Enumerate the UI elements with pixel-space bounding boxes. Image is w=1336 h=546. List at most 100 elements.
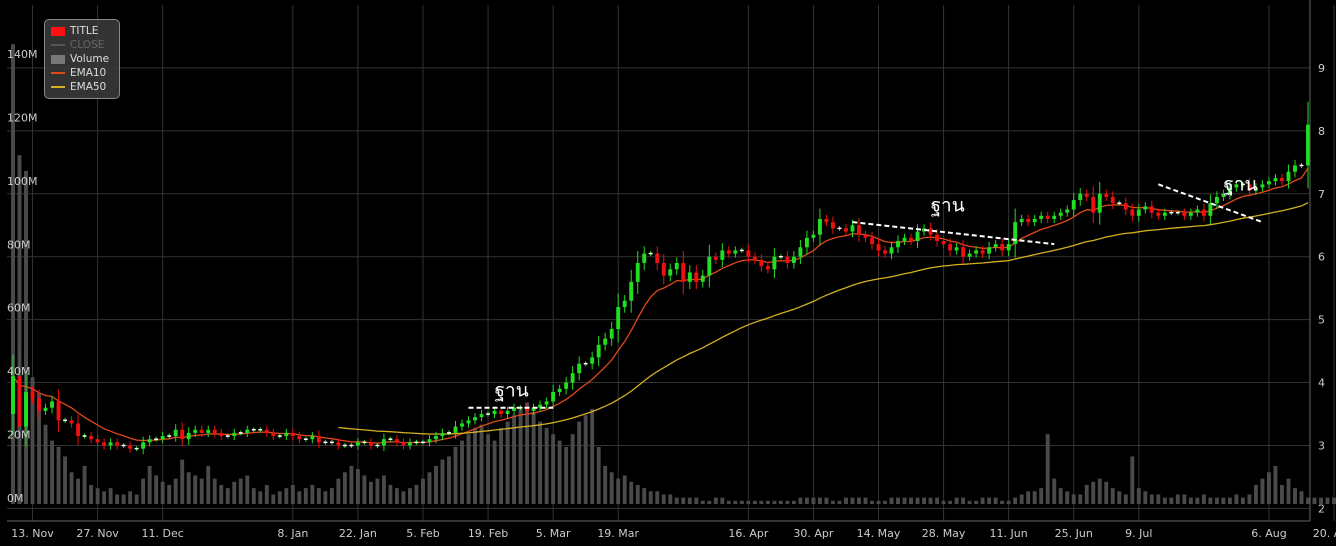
volume-bar xyxy=(616,478,621,504)
volume-bar xyxy=(147,465,152,504)
volume-bar xyxy=(655,491,660,504)
candle-body xyxy=(1260,184,1265,188)
candle-body xyxy=(642,253,647,263)
volume-bar xyxy=(759,500,764,504)
volume-bar xyxy=(141,478,146,504)
volume-bar xyxy=(590,408,595,504)
volume-bar xyxy=(817,497,822,504)
candle-body xyxy=(264,429,269,433)
candle-body xyxy=(1280,178,1284,182)
volume-bar xyxy=(772,500,777,504)
candle-body xyxy=(935,234,940,241)
candle-body xyxy=(1130,209,1135,216)
volume-bar xyxy=(1201,494,1206,504)
candle-body xyxy=(108,442,113,446)
candle-body xyxy=(811,234,816,238)
price-tick-label: 5 xyxy=(1318,314,1325,327)
candle-body xyxy=(1214,196,1219,204)
volume-bar xyxy=(232,481,237,504)
volume-bar xyxy=(199,478,204,504)
volume-bar xyxy=(883,500,887,504)
price-tick-label: 2 xyxy=(1318,502,1325,515)
volume-bar xyxy=(421,478,425,504)
volume-bar xyxy=(1013,497,1018,504)
volume-bar xyxy=(935,497,940,504)
volume-bar xyxy=(1234,494,1239,504)
candle-body xyxy=(1019,218,1024,223)
candle-body xyxy=(473,417,477,421)
candle-body xyxy=(1110,196,1115,204)
volume-tick-label: 20M xyxy=(7,429,31,442)
volume-bar xyxy=(414,484,419,504)
candle-body xyxy=(948,244,953,251)
candle-body xyxy=(772,256,777,270)
volume-bar xyxy=(1136,488,1141,504)
candle-body xyxy=(876,244,881,251)
date-tick-label: 5. Mar xyxy=(536,527,571,540)
volume-bar xyxy=(791,500,796,504)
legend-swatch xyxy=(51,44,65,46)
candle-body xyxy=(160,436,165,440)
volume-bar xyxy=(531,412,536,504)
candle-body xyxy=(791,256,796,263)
volume-bar xyxy=(668,494,673,504)
volume-bar xyxy=(297,491,302,504)
candle-body xyxy=(336,442,341,446)
volume-bar xyxy=(739,500,744,504)
volume-bar xyxy=(726,500,731,504)
candle-body xyxy=(830,222,835,229)
candle-body xyxy=(713,256,718,260)
volume-bar xyxy=(258,491,263,504)
candle-body xyxy=(434,436,438,440)
candle-body xyxy=(967,253,972,257)
volume-bar xyxy=(50,440,54,504)
volume-bar xyxy=(447,456,451,504)
legend: TITLE CLOSE Volume EMA10 EMA50 xyxy=(44,19,120,99)
volume-bar xyxy=(95,488,100,504)
candle-body xyxy=(69,420,74,424)
legend-item[interactable]: TITLE xyxy=(51,24,113,38)
volume-bar xyxy=(629,481,634,504)
volume-bar xyxy=(1325,497,1330,504)
volume-bar xyxy=(1065,491,1070,504)
volume-bar xyxy=(1143,491,1148,504)
volume-bar xyxy=(681,497,686,504)
candle-body xyxy=(863,234,868,238)
candles xyxy=(11,101,1310,455)
volume-tick-label: 0M xyxy=(7,492,24,505)
volume-bar xyxy=(30,377,35,504)
candle-body xyxy=(186,432,191,440)
candle-body xyxy=(466,420,471,424)
candle-body xyxy=(674,263,679,270)
candle-body xyxy=(381,439,386,446)
axes: 2 3 4 5 6 7 8 9 13. Nov 27. Nov 11. Dec 8. Jan 22. J… xyxy=(7,0,1336,540)
volume-bar xyxy=(303,488,308,504)
volume-bar xyxy=(850,497,855,504)
volume-bar xyxy=(1221,497,1226,504)
volume-bar xyxy=(1280,484,1284,504)
candle-body xyxy=(525,407,530,411)
volume-bar xyxy=(115,494,120,504)
volume-bar xyxy=(1123,494,1128,504)
candle-body xyxy=(180,429,185,440)
legend-item[interactable]: CLOSE xyxy=(51,38,113,52)
volume-bar xyxy=(811,497,816,504)
candle-body xyxy=(1156,212,1161,216)
date-tick-label: 11. Dec xyxy=(142,527,184,540)
volume-bar xyxy=(1286,478,1291,504)
volume-bar xyxy=(134,494,139,504)
volume-bar xyxy=(362,475,367,504)
volume-bar xyxy=(1078,494,1083,504)
legend-item[interactable]: Volume xyxy=(51,52,113,66)
legend-item[interactable]: EMA50 xyxy=(51,80,113,94)
legend-item[interactable]: EMA10 xyxy=(51,66,113,80)
volume-bar xyxy=(635,484,640,504)
volume-bar xyxy=(518,408,523,504)
candle-body xyxy=(1052,215,1057,219)
candle-body xyxy=(355,442,360,446)
volume-bar xyxy=(102,491,107,504)
volume-bar xyxy=(544,427,549,504)
ema10-line xyxy=(12,167,1309,444)
volume-bar xyxy=(648,491,653,504)
